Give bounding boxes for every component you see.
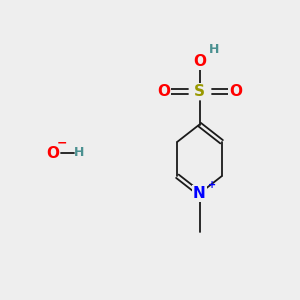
- Text: S: S: [194, 84, 205, 99]
- Text: O: O: [46, 146, 59, 160]
- Text: N: N: [193, 186, 206, 201]
- Text: +: +: [208, 179, 216, 190]
- Text: H: H: [74, 146, 85, 160]
- Text: O: O: [229, 84, 242, 99]
- Text: −: −: [57, 137, 67, 150]
- Text: O: O: [157, 84, 170, 99]
- Text: H: H: [209, 43, 220, 56]
- Text: O: O: [193, 54, 206, 69]
